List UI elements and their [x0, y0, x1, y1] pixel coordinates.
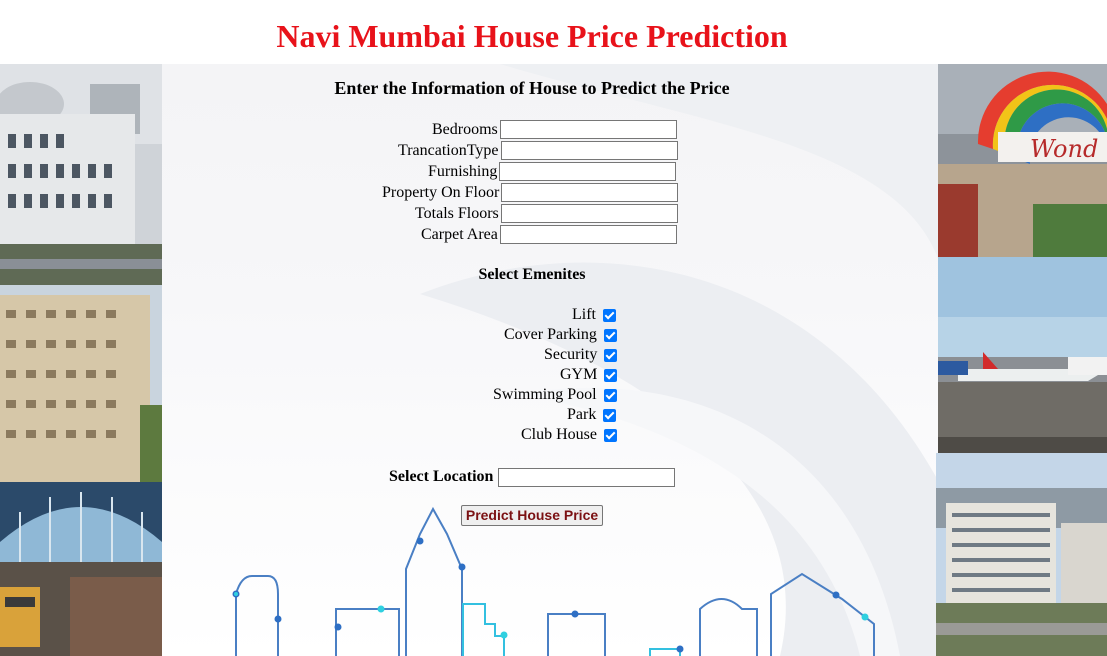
total-floors-label: Totals Floors — [415, 204, 499, 222]
field-furnishing: Furnishing — [428, 161, 677, 182]
amenity-club-house: Club House — [521, 425, 617, 445]
field-property-on-floor: Property On Floor — [382, 182, 679, 203]
location-input[interactable] — [498, 467, 676, 487]
transaction-type-label: TrancationType — [398, 141, 499, 159]
total-floors-input[interactable] — [500, 204, 678, 223]
page-title: Navi Mumbai House Price Prediction — [276, 18, 788, 54]
carpet-area-input[interactable] — [499, 225, 677, 244]
security-label: Security — [544, 346, 598, 363]
photo-highrise-tower — [0, 285, 162, 482]
photo-wonderland-gate: Wond — [938, 64, 1107, 257]
location-row: Select Location — [389, 466, 676, 488]
swimming-pool-checkbox[interactable] — [603, 388, 617, 402]
park-label: Park — [567, 406, 597, 423]
amenity-park: Park — [567, 405, 617, 425]
property-on-floor-label: Property On Floor — [382, 183, 500, 201]
prediction-form: Enter the Information of House to Predic… — [162, 64, 938, 656]
photo-city-buildings — [936, 453, 1107, 656]
cover-parking-checkbox[interactable] — [603, 328, 617, 342]
cover-parking-label: Cover Parking — [504, 326, 597, 343]
amenity-gym: GYM — [560, 365, 618, 385]
predict-button[interactable]: Predict House Price — [461, 505, 603, 526]
field-bedrooms: Bedrooms — [432, 119, 677, 140]
field-carpet-area: Carpet Area — [421, 224, 677, 245]
park-checkbox[interactable] — [603, 408, 617, 422]
form-subtitle: Enter the Information of House to Predic… — [334, 78, 730, 98]
photo-cidco-building — [0, 64, 162, 285]
club-house-checkbox[interactable] — [604, 428, 617, 442]
bedrooms-input[interactable] — [499, 120, 677, 139]
transaction-type-input[interactable] — [500, 141, 678, 160]
background-waves — [420, 64, 940, 656]
property-on-floor-input[interactable] — [501, 183, 679, 202]
amenities-heading: Select Emenites — [478, 266, 586, 283]
amenity-swimming-pool: Swimming Pool — [493, 385, 617, 405]
club-house-label: Club House — [521, 426, 597, 443]
gym-label: GYM — [560, 366, 598, 383]
lift-checkbox[interactable] — [603, 308, 616, 322]
skyline-illustration — [232, 506, 875, 656]
gym-checkbox[interactable] — [604, 368, 618, 382]
bedrooms-label: Bedrooms — [432, 120, 498, 138]
furnishing-input[interactable] — [499, 162, 677, 181]
furnishing-label: Furnishing — [428, 162, 498, 180]
security-checkbox[interactable] — [604, 348, 618, 362]
field-total-floors: Totals Floors — [415, 203, 678, 224]
location-label: Select Location — [389, 468, 494, 485]
swimming-pool-label: Swimming Pool — [493, 386, 597, 403]
field-transaction-type: TrancationType — [398, 140, 678, 161]
photo-airport-planes — [938, 257, 1107, 453]
photo-railway-station — [0, 482, 162, 656]
lift-label: Lift — [572, 306, 596, 323]
wonderland-sign-text: Wond — [1030, 135, 1098, 163]
carpet-area-label: Carpet Area — [421, 225, 498, 243]
amenity-cover-parking: Cover Parking — [504, 325, 617, 345]
amenity-lift: Lift — [572, 305, 616, 325]
amenity-security: Security — [544, 345, 618, 365]
